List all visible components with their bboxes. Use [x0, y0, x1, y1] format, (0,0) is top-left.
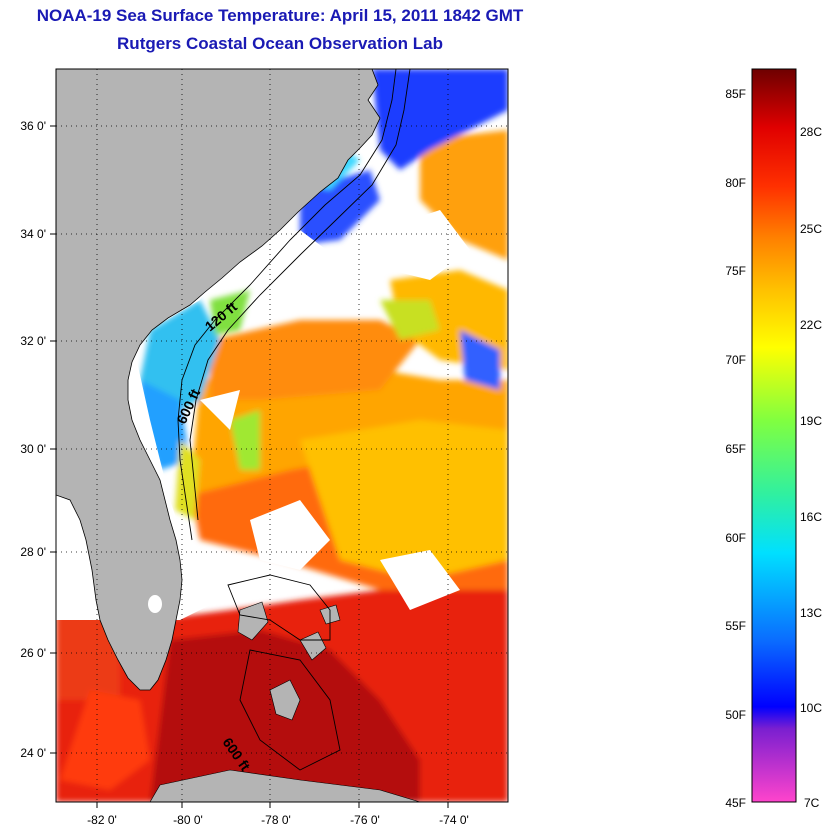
cb-c-13: 13C — [800, 606, 822, 620]
lat-tick-28: 28 0' — [20, 545, 46, 559]
lon-tick-82: -82 0' — [87, 813, 117, 827]
map-title: NOAA-19 Sea Surface Temperature: April 1… — [36, 6, 524, 25]
lat-tick-32: 32 0' — [20, 334, 46, 348]
cb-f-85: 85F — [725, 87, 746, 101]
lon-tick-78: -78 0' — [261, 813, 291, 827]
lat-tick-30: 30 0' — [20, 442, 46, 456]
lat-tick-36: 36 0' — [20, 119, 46, 133]
cb-c-10: 10C — [800, 701, 822, 715]
lat-lon-grid — [56, 69, 508, 802]
lon-tick-76: -76 0' — [350, 813, 380, 827]
cb-f-50: 50F — [725, 708, 746, 722]
lat-tick-34: 34 0' — [20, 227, 46, 241]
cb-c-7: 7C — [804, 796, 820, 810]
bathymetry-contours — [177, 69, 411, 771]
lon-tick-74: -74 0' — [439, 813, 469, 827]
map-frame — [55, 68, 509, 803]
colorbar: 85F 80F 75F 70F 65F 60F 55F 50F 45F 28C … — [725, 68, 822, 810]
lat-tick-26: 26 0' — [20, 646, 46, 660]
map-subtitle: Rutgers Coastal Ocean Observation Lab — [117, 34, 443, 53]
cb-f-75: 75F — [725, 264, 746, 278]
cb-f-55: 55F — [725, 619, 746, 633]
map-tick-marks — [50, 125, 449, 808]
cb-f-65: 65F — [725, 442, 746, 456]
colorbar-c-labels: 28C 25C 22C 19C 16C 13C 10C 7C — [800, 125, 822, 810]
cb-f-80: 80F — [725, 176, 746, 190]
cb-c-22: 22C — [800, 318, 822, 332]
land-cuba — [149, 769, 421, 802]
cb-c-16: 16C — [800, 510, 822, 524]
cb-c-25: 25C — [800, 222, 822, 236]
lat-tick-24: 24 0' — [20, 746, 46, 760]
lon-tick-80: -80 0' — [173, 813, 203, 827]
land-southeast-us — [56, 69, 381, 691]
map-panel — [56, 69, 508, 802]
cb-c-28: 28C — [800, 125, 822, 139]
colorbar-scale — [751, 68, 797, 803]
cb-f-70: 70F — [725, 353, 746, 367]
colorbar-f-labels: 85F 80F 75F 70F 65F 60F 55F 50F 45F — [725, 87, 746, 810]
cb-f-60: 60F — [725, 531, 746, 545]
lake-okeechobee — [148, 595, 162, 613]
cb-f-45: 45F — [725, 796, 746, 810]
cb-c-19: 19C — [800, 414, 822, 428]
